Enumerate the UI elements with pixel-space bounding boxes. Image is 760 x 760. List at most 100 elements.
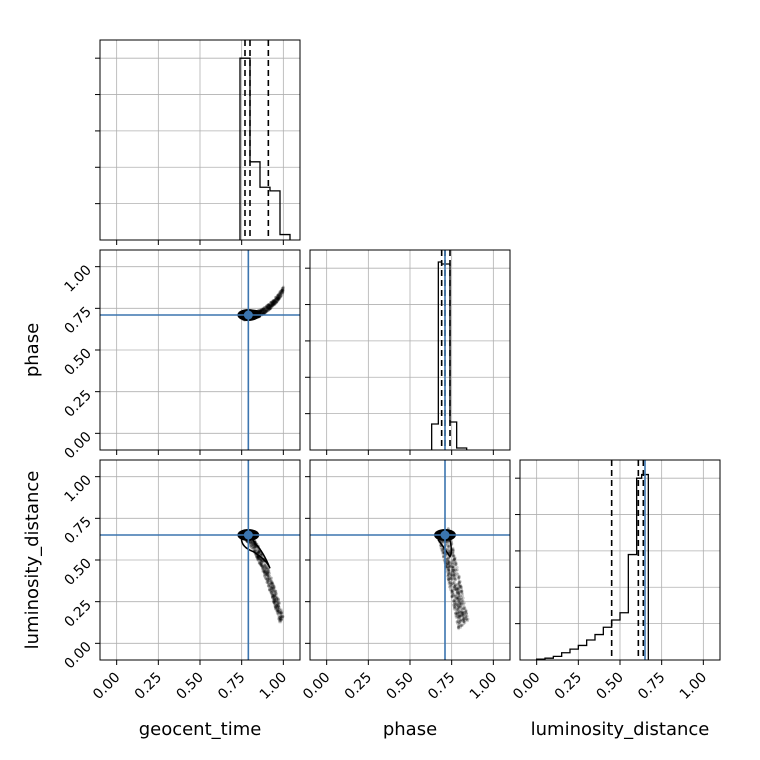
xtick-label: 0.25 (342, 670, 375, 703)
sample-point (277, 604, 281, 608)
sample-point (272, 600, 276, 604)
sample-point (451, 548, 455, 552)
sample-point (270, 581, 274, 585)
sample-point (274, 299, 277, 302)
sample-point (258, 562, 262, 566)
sample-point (270, 595, 274, 599)
sample-point (459, 618, 463, 622)
xtick-label: 0.75 (635, 670, 668, 703)
sample-point (250, 542, 254, 546)
sample-point (261, 307, 265, 311)
sample-point (266, 584, 270, 588)
ytick-label: 0.25 (61, 387, 94, 420)
sample-point (450, 576, 454, 580)
sample-point (267, 579, 271, 583)
sample-point (281, 615, 284, 619)
sample-point (273, 604, 277, 607)
sample-point (451, 551, 455, 555)
sample-point (260, 312, 264, 315)
sample-point (273, 599, 277, 603)
sample-point (270, 303, 274, 307)
sample-point (457, 599, 461, 603)
sample-point (281, 285, 285, 289)
sample-point (267, 303, 270, 307)
sample-point (447, 564, 451, 568)
sample-point (268, 307, 272, 311)
sample-point (463, 621, 467, 625)
sample-point (455, 607, 458, 611)
sample-point (275, 604, 279, 608)
sample-point (278, 619, 281, 623)
sample-point (273, 597, 276, 601)
sample-point (276, 297, 280, 301)
sample-point (450, 573, 453, 577)
sample-point (453, 576, 457, 580)
sample-point (274, 606, 278, 609)
sample-point (268, 303, 272, 307)
sample-point (441, 548, 445, 552)
sample-point (272, 600, 276, 604)
sample-point (275, 597, 278, 601)
sample-point (278, 290, 282, 293)
sample-point (276, 608, 280, 612)
sample-point (448, 572, 452, 575)
sample-point (271, 582, 275, 586)
sample-point (256, 555, 260, 559)
panel-frame (99, 39, 301, 241)
sample-point (278, 617, 282, 621)
sample-point (263, 564, 267, 568)
sample-point (280, 610, 284, 613)
sample-point (271, 594, 275, 597)
sample-point (274, 596, 278, 600)
sample-point (452, 580, 456, 584)
sample-point (258, 562, 261, 565)
sample-point (264, 309, 268, 312)
sample-point (256, 548, 260, 551)
sample-point (275, 609, 279, 613)
sample-point (256, 557, 260, 561)
sample-point (268, 307, 272, 311)
sample-point (461, 599, 465, 603)
panel-frame (99, 249, 301, 451)
sample-point (266, 582, 270, 585)
sample-point (260, 309, 264, 313)
sample-point (259, 562, 263, 566)
sample-point (456, 626, 460, 629)
sample-point (464, 609, 468, 613)
sample-point (452, 573, 456, 577)
sample-point (452, 559, 455, 562)
sample-point (276, 295, 280, 298)
sample-point (273, 592, 277, 596)
sample-point (446, 559, 450, 563)
sample-point (445, 557, 449, 561)
sample-point (257, 550, 261, 554)
sample-point (262, 310, 266, 314)
sample-point (275, 297, 279, 301)
sample-point (463, 617, 466, 621)
sample-point (269, 301, 273, 305)
sample-point (277, 294, 280, 298)
sample-point (450, 593, 454, 597)
sample-point (269, 588, 273, 592)
sample-point (449, 576, 453, 580)
sample-point (262, 310, 266, 314)
sample-point (458, 605, 462, 609)
sample-point (452, 558, 456, 562)
sample-point (261, 568, 265, 572)
sample-point (274, 589, 278, 593)
sample-point (459, 605, 462, 608)
sample-point (252, 545, 256, 549)
sample-point (453, 585, 456, 589)
sample-point (448, 581, 452, 584)
sample-point (250, 540, 254, 544)
sample-point (453, 568, 457, 572)
sample-point (446, 574, 450, 578)
sample-point (261, 311, 265, 315)
sample-point (253, 545, 257, 549)
sample-point (268, 304, 271, 308)
sample-point (271, 595, 274, 599)
sample-point (465, 612, 469, 615)
sample-point (268, 307, 271, 311)
sample-point (267, 303, 271, 307)
sample-point (274, 590, 277, 594)
